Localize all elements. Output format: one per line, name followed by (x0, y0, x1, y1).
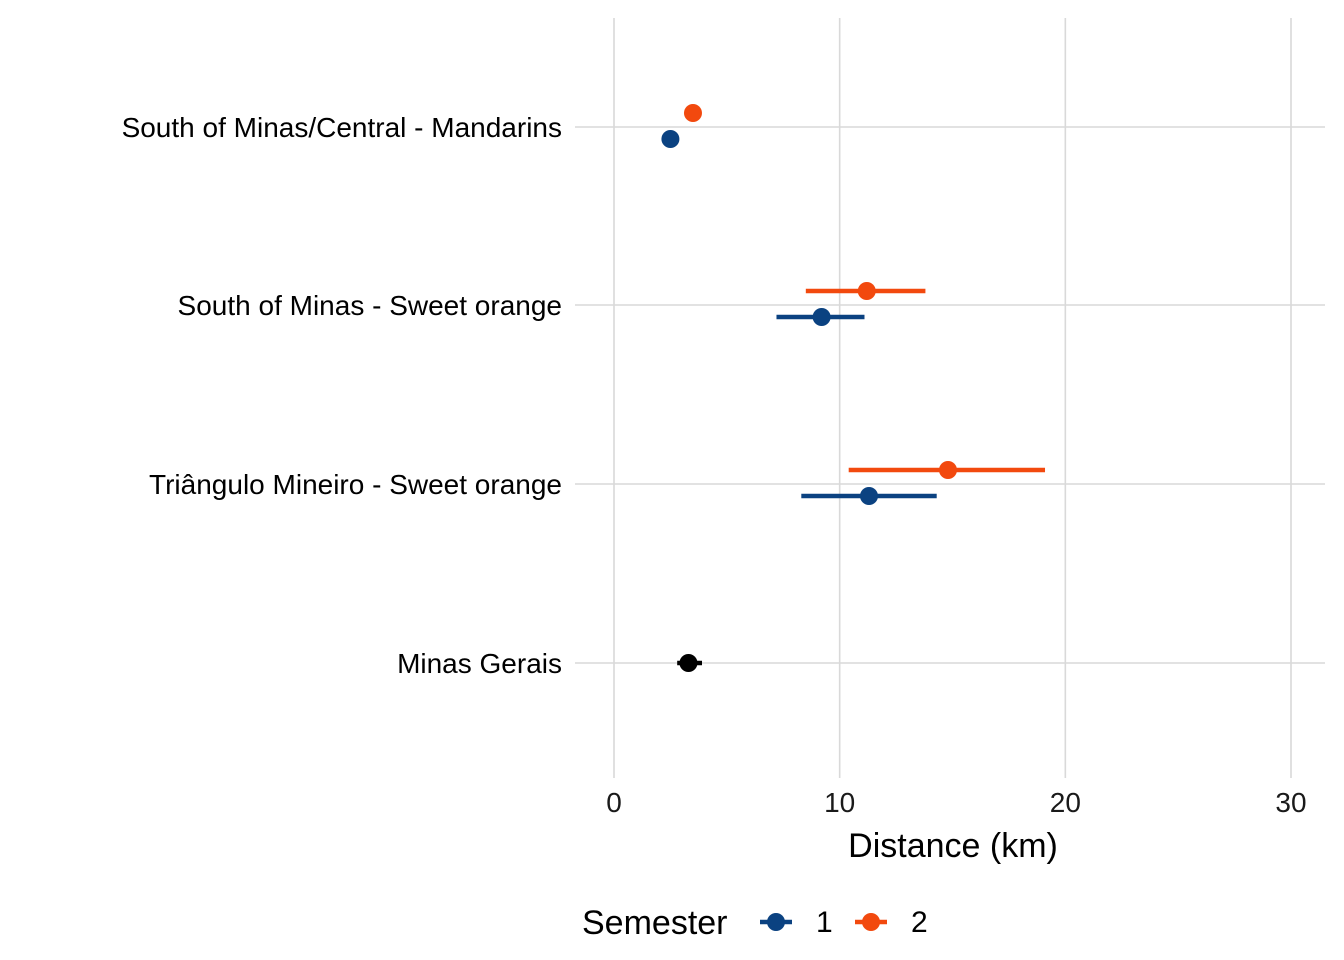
legend-title: Semester (582, 904, 728, 942)
x-axis-title: Distance (km) (848, 827, 1058, 865)
x-tick-label: 20 (1050, 787, 1081, 818)
legend-key-point (862, 913, 880, 931)
data-point (683, 104, 702, 122)
category-labels: South of Minas/Central - Mandarins South … (122, 112, 562, 679)
data-point (812, 308, 831, 326)
category-label: Minas Gerais (397, 648, 562, 679)
x-tick-label: 0 (606, 787, 622, 818)
data-point (679, 654, 698, 672)
x-tick-labels: 0 10 20 30 (606, 787, 1306, 818)
x-tick-label: 30 (1275, 787, 1306, 818)
category-label: South of Minas - Sweet orange (178, 290, 562, 321)
category-label: Triângulo Mineiro - Sweet orange (149, 469, 562, 500)
data-point (860, 487, 879, 505)
legend-key-point (767, 913, 785, 931)
legend-label: 2 (911, 906, 928, 939)
data-point (938, 461, 957, 479)
data-point (661, 130, 680, 148)
grid-layer (575, 18, 1325, 778)
x-tick-label: 10 (824, 787, 855, 818)
category-label: South of Minas/Central - Mandarins (122, 112, 562, 143)
data-marks (661, 104, 1046, 672)
data-point (857, 282, 876, 300)
legend-label: 1 (816, 906, 833, 939)
